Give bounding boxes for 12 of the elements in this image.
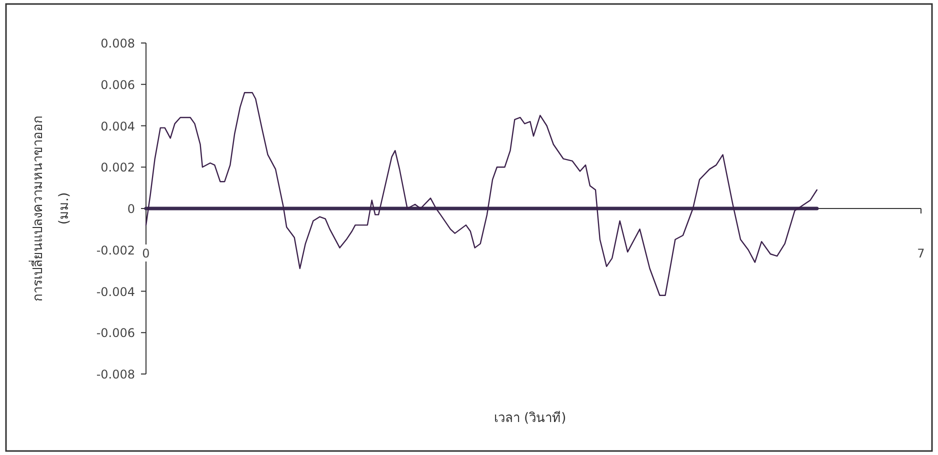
y-axis-title: การเปลี่ยนแปลงความหนาขาออก (มม.) bbox=[29, 116, 72, 302]
y-tick-label: 0.004 bbox=[100, 119, 135, 134]
y-tick-label: 0 bbox=[127, 202, 135, 216]
y-tick-label: 0.002 bbox=[100, 160, 135, 175]
y-tick-label: -0.008 bbox=[96, 368, 135, 382]
y-tick-label: 0.006 bbox=[100, 78, 135, 92]
y-tick-label: -0.006 bbox=[96, 326, 135, 340]
x-axis-title: เวลา (วินาที) bbox=[494, 410, 566, 426]
y-tick-label: -0.004 bbox=[96, 284, 135, 299]
y-tick-label: -0.002 bbox=[96, 243, 135, 258]
x-tick-label: 7 bbox=[917, 246, 925, 260]
y-tick-label: 0.008 bbox=[100, 36, 135, 50]
